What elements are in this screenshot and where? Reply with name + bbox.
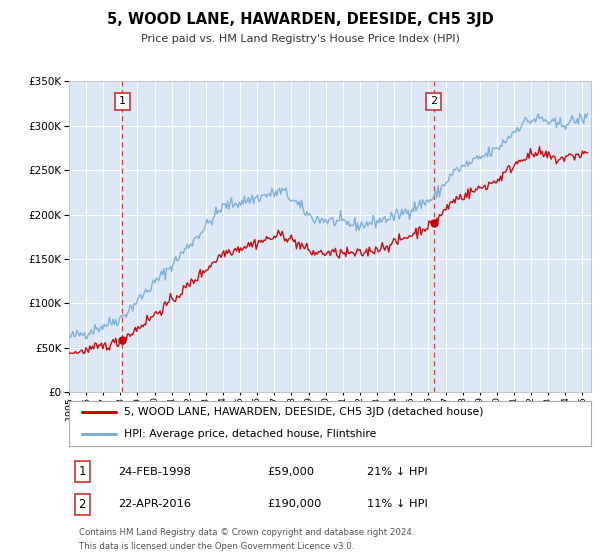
Text: Contains HM Land Registry data © Crown copyright and database right 2024.: Contains HM Land Registry data © Crown c…	[79, 528, 415, 537]
Text: 11% ↓ HPI: 11% ↓ HPI	[367, 500, 427, 509]
Text: 22-APR-2016: 22-APR-2016	[119, 500, 191, 509]
Text: 2: 2	[78, 498, 86, 511]
Text: 24-FEB-1998: 24-FEB-1998	[119, 466, 191, 477]
Text: 5, WOOD LANE, HAWARDEN, DEESIDE, CH5 3JD: 5, WOOD LANE, HAWARDEN, DEESIDE, CH5 3JD	[107, 12, 493, 27]
Text: £59,000: £59,000	[268, 466, 314, 477]
Text: 1: 1	[119, 96, 126, 106]
Text: This data is licensed under the Open Government Licence v3.0.: This data is licensed under the Open Gov…	[79, 543, 355, 552]
Text: 5, WOOD LANE, HAWARDEN, DEESIDE, CH5 3JD (detached house): 5, WOOD LANE, HAWARDEN, DEESIDE, CH5 3JD…	[124, 408, 484, 417]
Text: 1: 1	[78, 465, 86, 478]
Text: 2: 2	[430, 96, 437, 106]
Text: HPI: Average price, detached house, Flintshire: HPI: Average price, detached house, Flin…	[124, 428, 376, 438]
Text: 21% ↓ HPI: 21% ↓ HPI	[367, 466, 427, 477]
Text: Price paid vs. HM Land Registry's House Price Index (HPI): Price paid vs. HM Land Registry's House …	[140, 34, 460, 44]
Text: £190,000: £190,000	[268, 500, 322, 509]
